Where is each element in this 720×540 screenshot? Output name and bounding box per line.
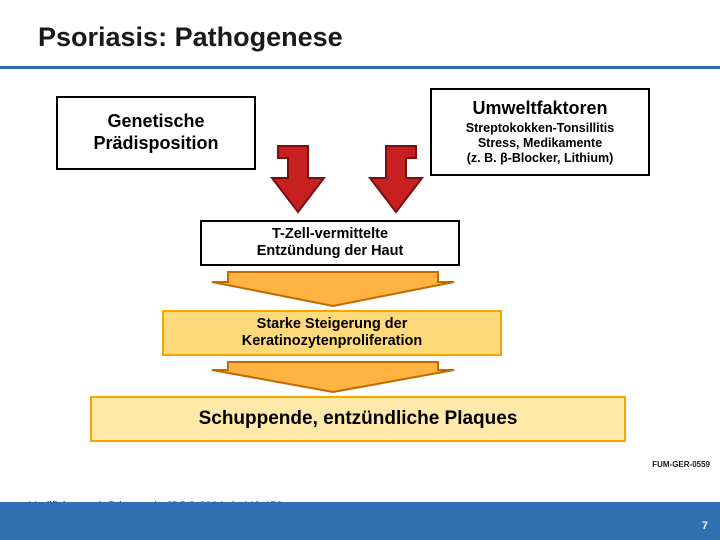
- box-kerat-line2: Keratinozytenproliferation: [242, 333, 422, 350]
- arrow-env-to-tcell: [352, 140, 426, 220]
- box-genetic: Genetische Prädisposition: [56, 96, 256, 170]
- page-number: 7: [702, 520, 708, 532]
- box-env-title: Umweltfaktoren: [472, 98, 607, 120]
- box-tcell-line1: T-Zell-vermittelte: [272, 226, 388, 243]
- box-tcell: T-Zell-vermittelte Entzündung der Haut: [200, 220, 460, 266]
- title-underline: [0, 66, 720, 69]
- box-env-line3: Stress, Medikamente: [478, 136, 602, 151]
- footer-bar: [0, 502, 720, 540]
- arrow-tcell-to-kerat: [208, 268, 458, 308]
- box-env-line4: (z. B. β-Blocker, Lithium): [467, 151, 614, 166]
- arrow-genetic-to-tcell: [268, 140, 342, 220]
- box-genetic-line1: Genetische: [107, 111, 204, 133]
- box-plaques-line1: Schuppende, entzündliche Plaques: [199, 408, 518, 431]
- slide-title: Psoriasis: Pathogenese: [38, 22, 343, 53]
- box-kerat-line1: Starke Steigerung der: [257, 316, 408, 333]
- slide-code: FUM-GER-0559: [652, 460, 710, 469]
- box-env-line2: Streptokokken-Tonsillitis: [466, 121, 614, 136]
- box-genetic-line2: Prädisposition: [93, 133, 218, 155]
- box-environmental: Umweltfaktoren Streptokokken-Tonsillitis…: [430, 88, 650, 176]
- box-keratinocyte: Starke Steigerung der Keratinozytenproli…: [162, 310, 502, 356]
- arrow-kerat-to-plaques: [208, 358, 458, 394]
- box-plaques: Schuppende, entzündliche Plaques: [90, 396, 626, 442]
- box-tcell-line2: Entzündung der Haut: [257, 243, 404, 260]
